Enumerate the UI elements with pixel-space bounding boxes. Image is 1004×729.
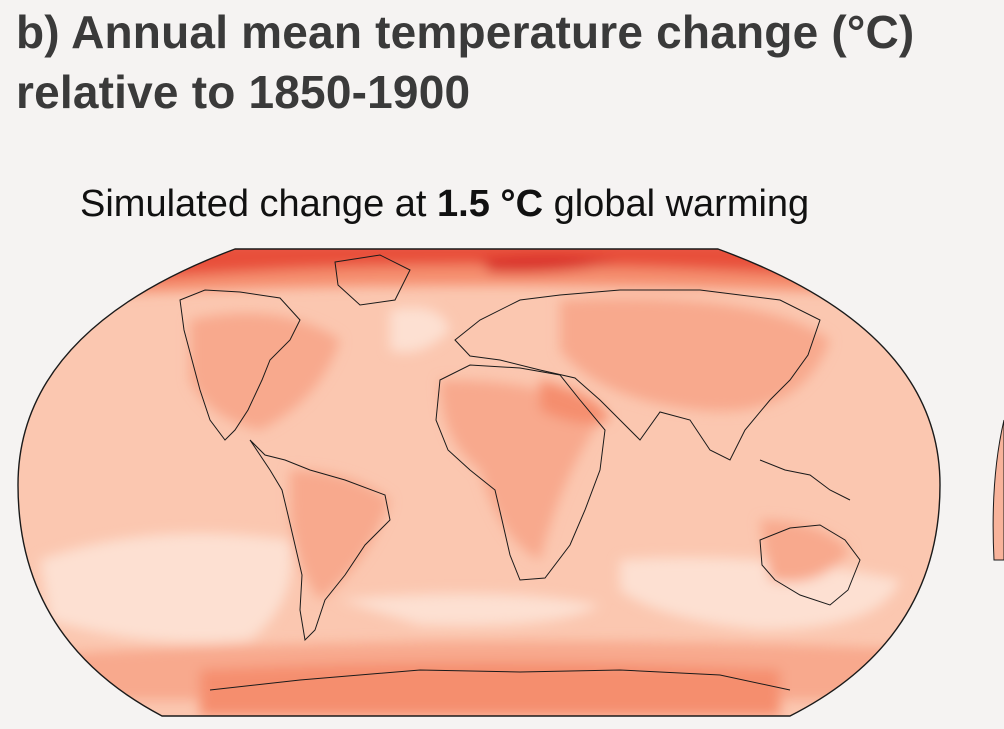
antarctica-warm bbox=[200, 662, 780, 716]
coastlines bbox=[179, 254, 861, 691]
subtitle-prefix: Simulated change at bbox=[80, 183, 438, 225]
south-america-warm bbox=[290, 470, 390, 600]
north-america-outline bbox=[179, 289, 301, 441]
globe-border bbox=[17, 248, 941, 717]
australia-warm bbox=[760, 520, 850, 582]
title-line-1: b) Annual mean temperature change (°C) bbox=[16, 6, 915, 58]
title-line-2: relative to 1850-1900 bbox=[16, 66, 471, 118]
sahara-warmer bbox=[540, 380, 610, 424]
subtitle-suffix: global warming bbox=[543, 183, 810, 225]
indian-ocean-light bbox=[620, 557, 900, 630]
panel-subtitle: Simulated change at 1.5 °C global warmin… bbox=[80, 178, 809, 230]
australia-outline bbox=[759, 524, 861, 606]
south-atlantic-light bbox=[340, 593, 600, 626]
africa-warm bbox=[440, 380, 600, 560]
warming-level: 1.5 °C bbox=[437, 183, 544, 225]
africa-outline bbox=[435, 364, 606, 581]
barents-peak bbox=[480, 255, 620, 273]
maritime-continent-outline bbox=[759, 459, 851, 501]
eurasia-outline bbox=[454, 289, 821, 461]
north-atlantic-hole bbox=[390, 307, 450, 353]
temperature-field bbox=[18, 249, 940, 716]
adjacent-panel-edge bbox=[992, 419, 1004, 561]
antarctica-outline bbox=[209, 669, 791, 691]
eurasia-warm bbox=[560, 298, 830, 412]
greenland-outline bbox=[334, 254, 411, 306]
south-pacific-light bbox=[40, 533, 292, 643]
figure-title: b) Annual mean temperature change (°C) r… bbox=[16, 2, 914, 122]
south-america-outline bbox=[249, 439, 391, 642]
